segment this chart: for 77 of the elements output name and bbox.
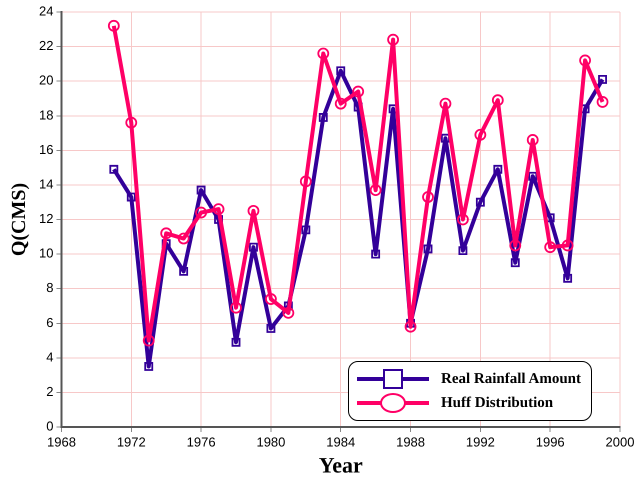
point [179,266,188,276]
point [178,232,190,244]
point [387,34,399,46]
point [195,206,207,218]
point [422,191,434,203]
y-tick-label: 18 [38,107,54,122]
point [371,250,380,259]
point [562,240,574,252]
point [492,94,504,106]
point [282,306,294,319]
point [108,20,120,32]
point [510,258,520,268]
x-axis-title: Year [318,452,363,478]
x-tick-label: 1968 [47,434,76,450]
point [318,113,328,122]
x-tick-label: 1980 [256,434,286,450]
point [317,48,330,60]
point [160,227,172,240]
y-tick-label: 0 [46,418,54,434]
point [109,164,118,174]
point [458,246,468,256]
x-tick-label: 1972 [116,434,146,450]
point [249,242,258,252]
point [266,324,276,333]
point [126,192,136,202]
y-tick-label: 10 [38,246,54,261]
point [509,240,522,252]
x-tick-label: 1984 [326,434,356,450]
point [212,203,224,216]
x-tick-label: 1976 [186,434,216,450]
point [528,172,538,181]
point [142,334,155,346]
x-tick-label: 1996 [536,434,565,450]
point [526,134,539,146]
point [248,204,260,217]
y-tick-label: 16 [38,142,54,157]
point [457,214,469,226]
x-tick-label: 1992 [466,434,495,450]
point [563,274,572,283]
point [596,96,608,108]
y-tick-label: 8 [46,280,54,296]
point [300,176,312,188]
x-tick-label: 1988 [396,434,426,450]
point [440,98,452,110]
point [265,293,277,305]
point [301,225,310,234]
point [125,116,138,129]
y-tick-label: 2 [46,384,54,399]
point [230,302,242,314]
x-tick-label: 2000 [606,434,634,450]
point [232,338,240,347]
legend-label: Huff Distribution [441,394,554,412]
point [476,198,485,207]
point [352,86,364,98]
y-tick-label: 4 [46,349,54,364]
point [493,164,502,174]
point [196,186,206,195]
legend-label: Real Rainfall Amount [441,370,582,388]
y-axis-title: Q(CMS) [8,182,30,256]
y-tick-label: 22 [38,38,54,54]
y-tick-label: 24 [38,4,54,19]
point [441,134,450,143]
point [474,128,486,141]
point [404,320,416,333]
point [579,54,591,66]
point [544,241,556,254]
point [336,66,346,76]
point [598,75,607,84]
point [334,98,347,110]
point [546,213,555,222]
y-tick-label: 6 [46,314,54,330]
point [424,244,432,254]
y-tick-label: 14 [38,176,54,192]
point [370,184,382,196]
y-tick-label: 20 [38,72,54,88]
point [144,362,154,371]
y-tick-label: 12 [38,211,54,226]
